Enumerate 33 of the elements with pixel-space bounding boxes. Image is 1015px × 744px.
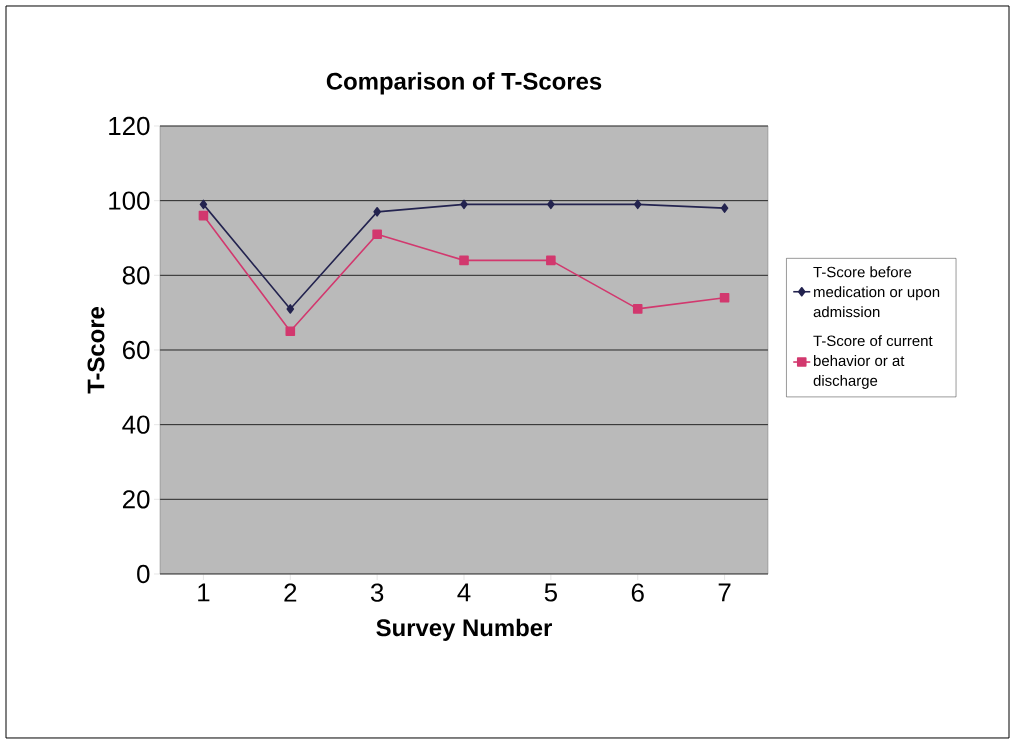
point bbox=[285, 326, 296, 337]
point bbox=[460, 199, 468, 210]
point bbox=[372, 229, 382, 240]
x-tick-label: 6 bbox=[631, 583, 644, 602]
x-tick-label: 7 bbox=[718, 583, 731, 602]
point bbox=[546, 255, 556, 266]
point bbox=[373, 207, 381, 217]
y-tick-label: 40 bbox=[122, 415, 150, 434]
x-axis-title: Survey Number bbox=[376, 618, 552, 641]
point bbox=[459, 255, 469, 266]
x-tick-label: 1 bbox=[198, 583, 210, 602]
point bbox=[632, 304, 643, 314]
point bbox=[198, 210, 209, 221]
x-tick-label: 3 bbox=[370, 583, 384, 602]
y-tick-label: 120 bbox=[109, 116, 150, 136]
y-tick-label: 20 bbox=[122, 490, 150, 509]
point bbox=[633, 199, 642, 210]
y-axis-title: T-Score bbox=[87, 306, 105, 394]
point bbox=[286, 304, 295, 314]
chart-title: Comparison of T-Scores bbox=[326, 72, 602, 95]
point bbox=[199, 199, 208, 210]
x-tick-label: 5 bbox=[544, 583, 557, 602]
point bbox=[719, 292, 730, 303]
y-tick-label: 0 bbox=[137, 564, 150, 584]
legend-label: T-Score before medication or upon admission bbox=[813, 266, 940, 318]
point bbox=[720, 203, 729, 213]
y-tick-label: 60 bbox=[122, 340, 150, 360]
x-tick-label: 4 bbox=[457, 583, 471, 602]
x-tick-label: 2 bbox=[284, 583, 297, 602]
y-tick-label: 100 bbox=[109, 191, 150, 210]
point bbox=[547, 199, 555, 210]
y-tick-label: 80 bbox=[122, 266, 150, 285]
legend-label: T-Score of current behavior or at discharge bbox=[813, 335, 933, 389]
